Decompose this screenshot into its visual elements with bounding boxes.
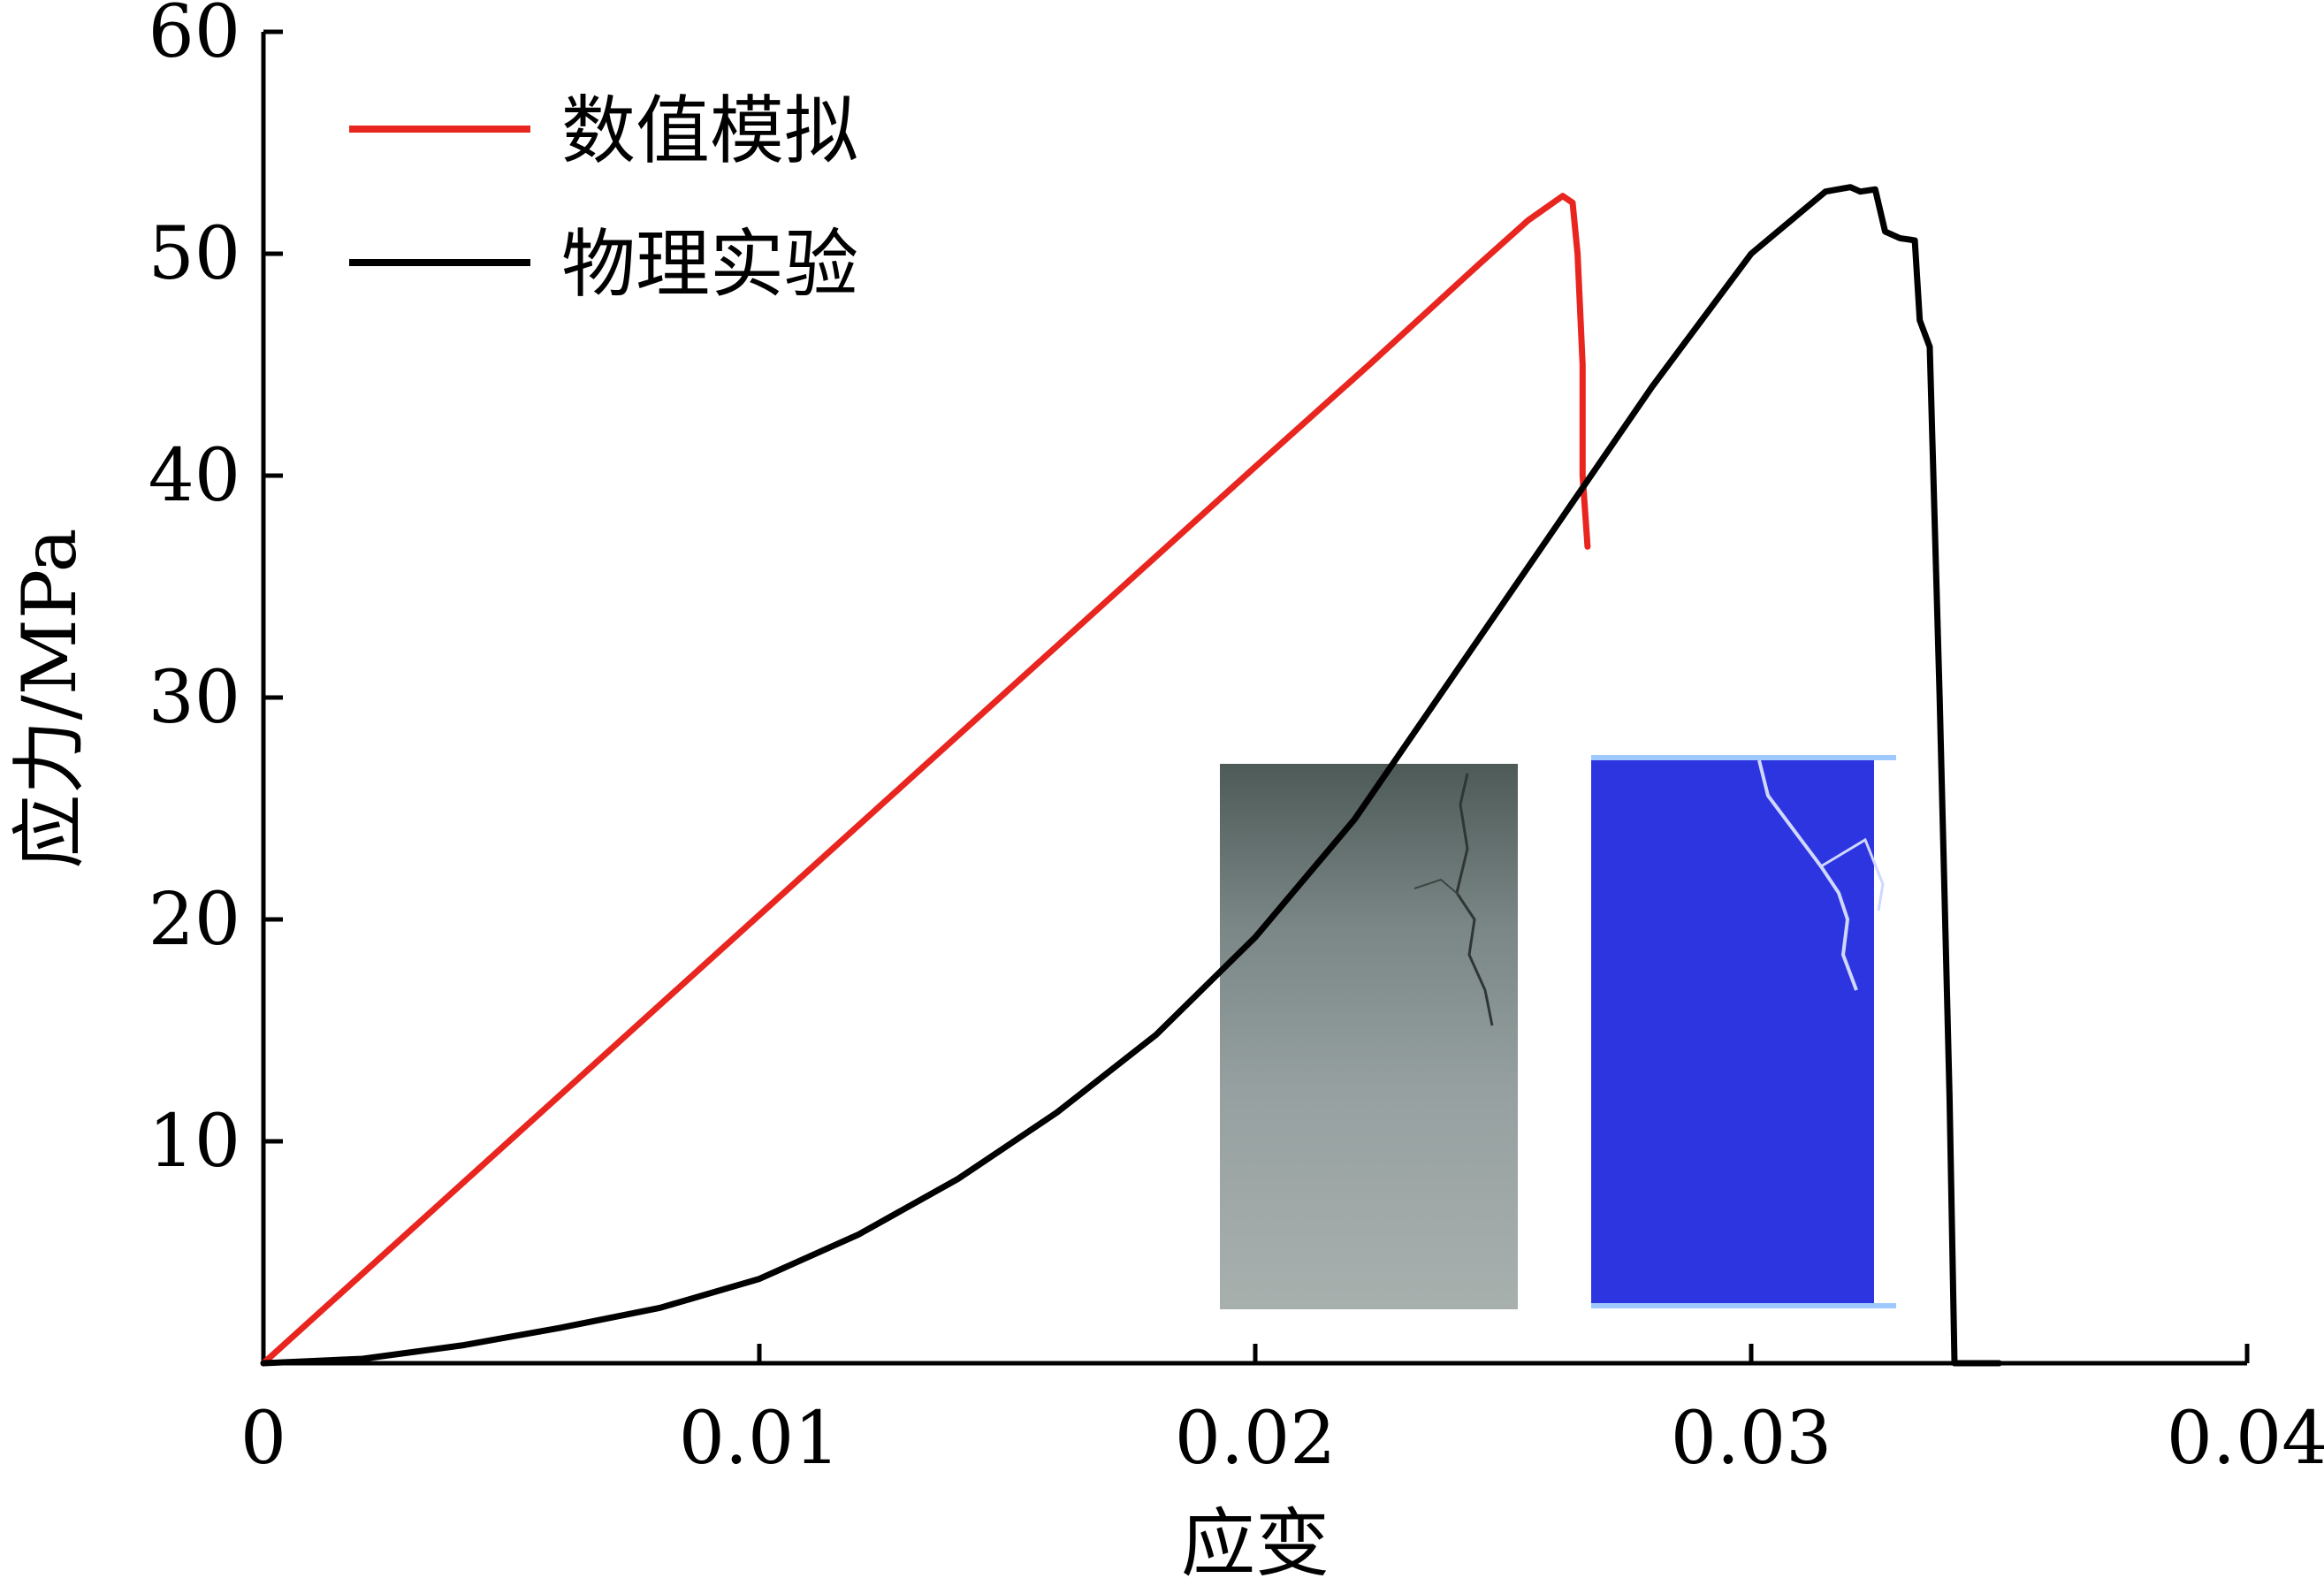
x-tick-label: 0.03: [1671, 1397, 1833, 1481]
y-tick-label: 10: [149, 1100, 240, 1184]
y-ticks: 10 20 30 40 50 60: [149, 0, 283, 1184]
inset-specimen-photo: [1220, 764, 1518, 1309]
legend: 数值模拟 物理实验: [349, 88, 858, 308]
x-tick-label: 0.02: [1175, 1397, 1337, 1481]
legend-label-simulation: 数值模拟: [561, 88, 858, 174]
y-tick-label: 50: [149, 212, 240, 296]
x-tick-label: 0.01: [679, 1397, 841, 1481]
series-line-simulation: [260, 193, 1591, 1367]
x-ticks: 0 0.01 0.02 0.03 0.04: [240, 1344, 2324, 1481]
inset-specimen-model: [1591, 755, 1896, 1308]
x-tick-label: 0.04: [2167, 1397, 2324, 1481]
legend-label-experiment: 物理实验: [561, 221, 858, 308]
x-tick-label: 0: [240, 1397, 286, 1481]
y-tick-label: 40: [149, 434, 240, 518]
y-tick-label: 30: [149, 656, 240, 740]
y-tick-label: 60: [149, 0, 240, 74]
y-axis-title: 应力/MPa: [6, 528, 93, 868]
series-layer: [260, 184, 2002, 1367]
series-line-experiment: [260, 184, 2002, 1367]
x-axis-title: 应变: [1181, 1500, 1330, 1586]
y-tick-label: 20: [149, 878, 240, 962]
